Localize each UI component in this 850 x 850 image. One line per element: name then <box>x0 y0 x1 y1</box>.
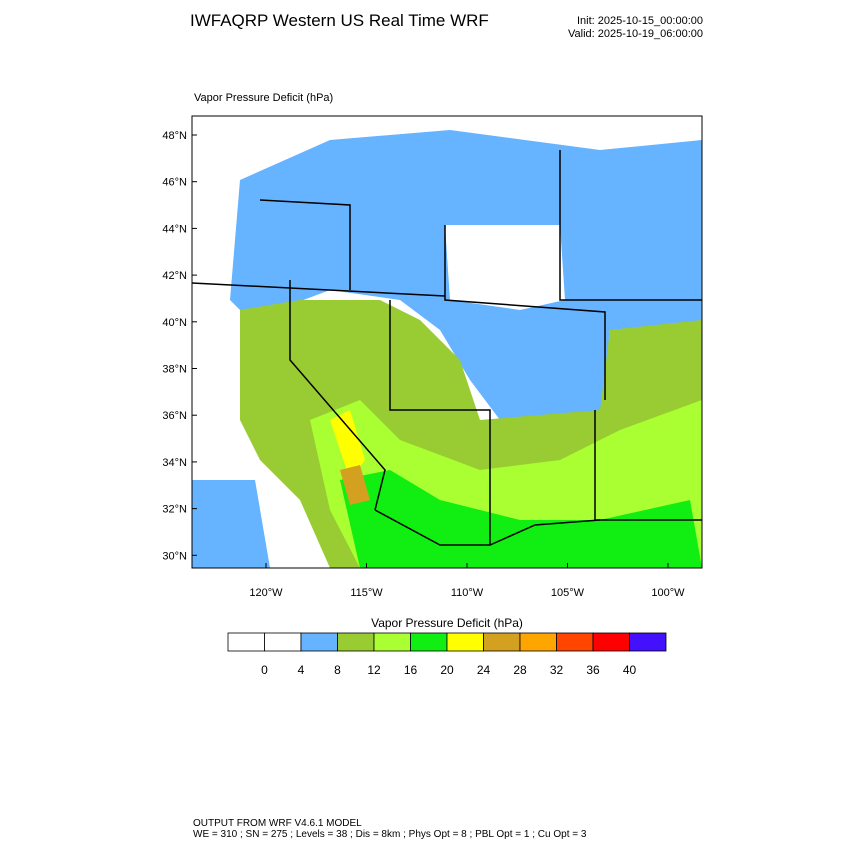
title: IWFAQRP Western US Real Time WRF <box>190 11 489 30</box>
fill-white <box>445 225 565 310</box>
colorbar-label: 24 <box>477 663 491 677</box>
colorbar-label: 4 <box>298 663 305 677</box>
lat-label: 32°N <box>162 504 187 516</box>
colorbar-box <box>519 632 557 652</box>
lat-label: 40°N <box>162 317 187 329</box>
map <box>191 115 703 569</box>
colorbar-label: 20 <box>440 663 454 677</box>
colorbar-box <box>592 632 630 652</box>
colorbar-box <box>264 632 302 652</box>
fill-green <box>340 470 702 568</box>
fill-gold <box>340 465 370 505</box>
footer-line: WE = 310 ; SN = 275 ; Levels = 38 ; Dis … <box>193 829 587 840</box>
lat-label: 30°N <box>162 550 187 562</box>
lat-label: 44°N <box>162 223 187 235</box>
colorbar: 0 4 8 12 16 20 24 28 32 36 40 <box>227 632 667 677</box>
lon-label: 120°W <box>249 587 283 599</box>
colorbar-label: 40 <box>623 663 637 677</box>
fill-yellow <box>330 410 365 480</box>
lat-label: 36°N <box>162 410 187 422</box>
colorbar-box <box>300 632 338 652</box>
colorbar-box <box>556 632 594 652</box>
colorbar-box <box>410 632 448 652</box>
lon-label: 115°W <box>350 587 383 599</box>
colorbar-box <box>483 632 521 652</box>
lat-label: 48°N <box>162 130 187 142</box>
lon-label: 110°W <box>451 587 484 599</box>
map-title: Vapor Pressure Deficit (hPa) <box>194 92 333 104</box>
colorbar-box <box>227 632 265 652</box>
init-time: Init: 2025-10-15_00:00:00 <box>577 15 703 27</box>
colorbar-label: 16 <box>404 663 418 677</box>
lat-label: 38°N <box>162 364 187 376</box>
boundaries <box>192 150 702 546</box>
colorbar-label: 28 <box>513 663 527 677</box>
colorbar-box <box>446 632 484 652</box>
valid-time: Valid: 2025-10-19_06:00:00 <box>568 28 703 40</box>
map-frame <box>191 115 703 569</box>
colorbar-label: 32 <box>550 663 564 677</box>
colorbar-box <box>337 632 375 652</box>
colorbar-box <box>373 632 411 652</box>
colorbar-label: 8 <box>334 663 341 677</box>
footer-line: OUTPUT FROM WRF V4.6.1 MODEL <box>193 818 362 829</box>
colorbar-label: 12 <box>367 663 381 677</box>
ocean-fill <box>192 480 270 568</box>
colorbar-label: 0 <box>261 663 268 677</box>
colorbar-box <box>629 632 667 652</box>
colorbar-label: 36 <box>586 663 600 677</box>
colorbar-title: Vapor Pressure Deficit (hPa) <box>371 616 523 630</box>
lat-label: 34°N <box>162 457 187 469</box>
lon-label: 105°W <box>551 587 585 599</box>
lon-label: 100°W <box>651 587 685 599</box>
lat-label: 46°N <box>162 177 187 189</box>
lat-label: 42°N <box>162 270 187 282</box>
